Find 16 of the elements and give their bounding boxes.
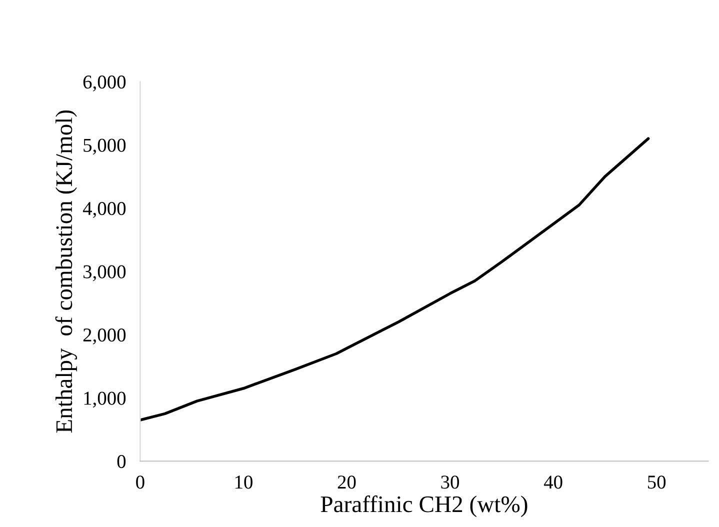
y-tick-label: 0 bbox=[117, 454, 126, 468]
y-tick-label: 2,000 bbox=[83, 328, 126, 344]
x-tick-label: 40 bbox=[544, 476, 562, 489]
y-tick-label: 3,000 bbox=[83, 265, 126, 282]
x-tick-label: 50 bbox=[648, 476, 666, 489]
y-tick-label: 1,000 bbox=[84, 392, 126, 408]
y-tick-label: 6,000 bbox=[83, 76, 126, 92]
x-tick-label: 10 bbox=[235, 476, 252, 489]
y-tick-label: 5,000 bbox=[84, 138, 126, 155]
x-tick-label: 30 bbox=[441, 476, 460, 489]
x-tick-label: 0 bbox=[136, 476, 144, 489]
x-tick-label: 20 bbox=[338, 476, 356, 489]
y-tick-label: 4,000 bbox=[82, 202, 126, 218]
line-series bbox=[140, 137, 650, 422]
x-axis-title: Paraffinic CH2 (wt%) bbox=[320, 495, 528, 518]
y-axis-title: Enthalpy of combustion (KJ/mol) bbox=[55, 110, 78, 433]
